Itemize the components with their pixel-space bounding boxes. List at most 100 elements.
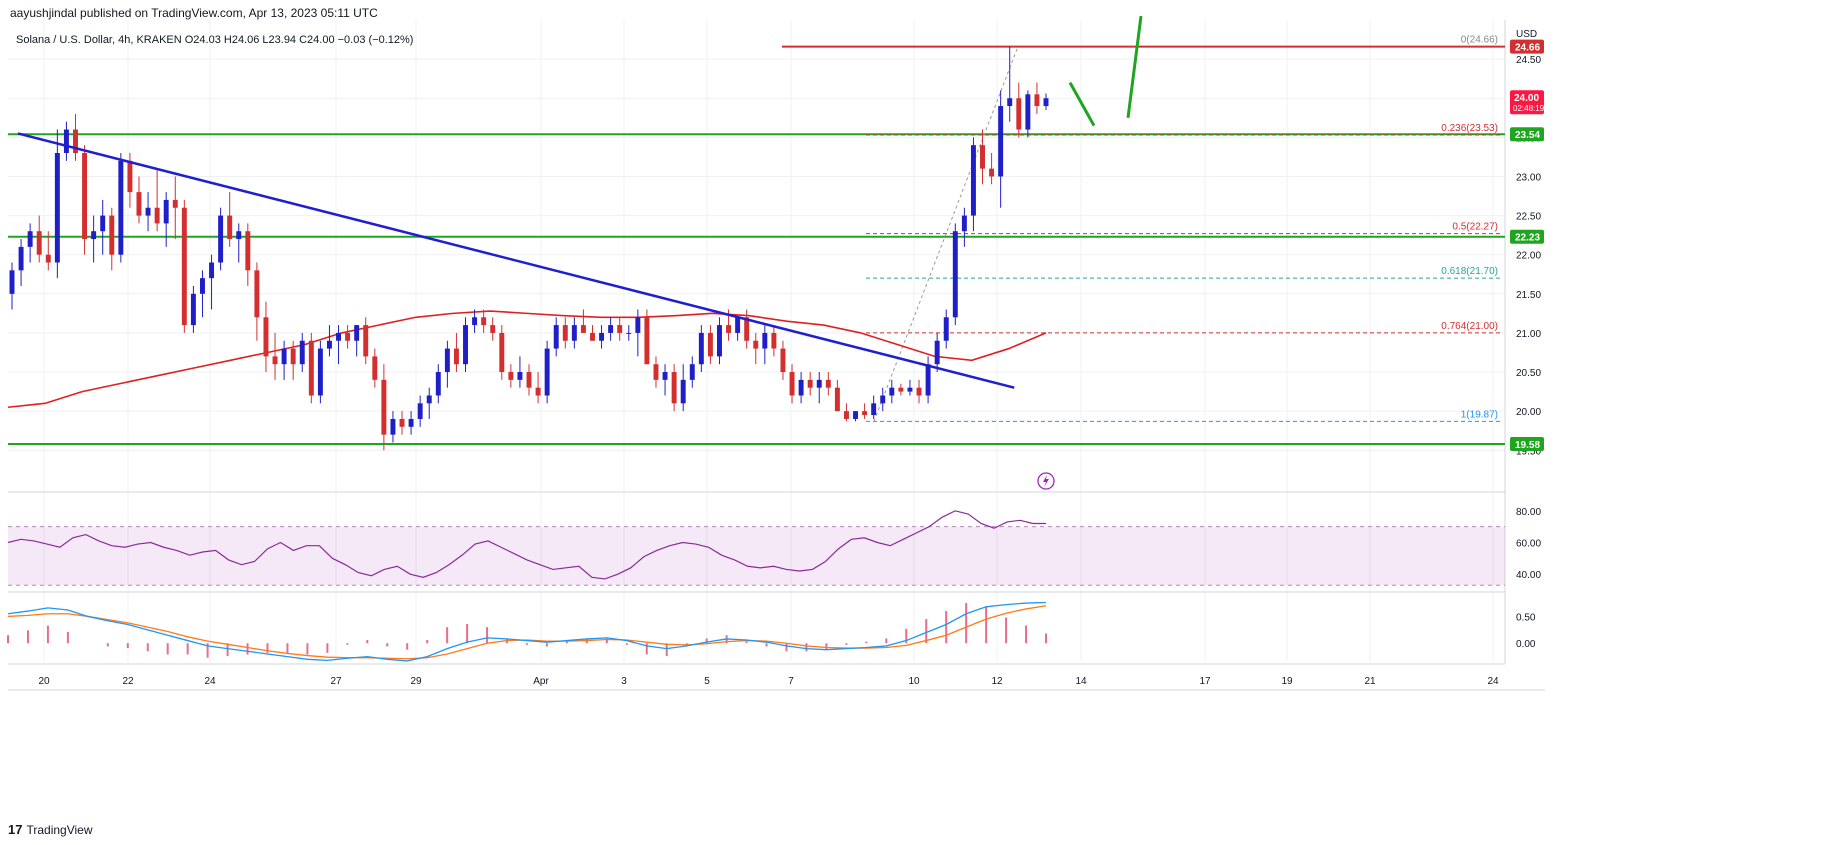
candle-body (326, 340, 332, 349)
candle-body (662, 372, 668, 380)
candle-body (463, 325, 468, 365)
descending-trendline (17, 132, 1015, 389)
time-tick-label: 3 (621, 676, 627, 687)
candle-body (36, 231, 42, 255)
candle-body (453, 348, 459, 365)
time-tick-label: 5 (704, 676, 710, 687)
symbol-legend: Solana / U.S. Dollar, 4h, KRAKEN O24.03 … (16, 34, 414, 46)
candle-body (63, 129, 69, 153)
price-tick-label: 20.00 (1516, 407, 1541, 418)
level-badge-text: 19.58 (1515, 440, 1540, 451)
candle-body (82, 152, 88, 240)
candle-body (608, 325, 614, 333)
candle-body (399, 418, 405, 427)
level-badge (1510, 437, 1544, 452)
candle-body (236, 231, 242, 240)
time-tick-label: 22 (122, 676, 134, 687)
candle-body (717, 325, 722, 357)
candle-body (317, 348, 323, 396)
fib-label: 0(24.66) (1461, 35, 1498, 46)
publisher-header: aayushjindal published on TradingView.co… (10, 6, 378, 20)
candle-body (952, 231, 958, 318)
rsi-pane (7, 472, 1505, 586)
candle-body (444, 348, 450, 373)
candle-body (1016, 98, 1022, 130)
candle-body (190, 293, 196, 326)
forecast-arrows (1068, 15, 1143, 127)
candle-body (272, 356, 278, 365)
candle-body (200, 278, 205, 294)
forecast-down-stroke (1068, 81, 1096, 127)
level-badge-text: 22.23 (1515, 233, 1540, 244)
candle-body (172, 199, 178, 208)
time-tick-label: 24 (204, 676, 216, 687)
fib-label: 0.764(21.00) (1441, 321, 1498, 332)
time-tick-label: Apr (533, 676, 549, 687)
candle-body (118, 160, 124, 255)
price-tick-label: 21.50 (1516, 290, 1541, 301)
candle-body (853, 411, 858, 419)
candle-body (472, 317, 478, 326)
candle-body (580, 325, 586, 333)
fib-label: 0.5(22.27) (1452, 222, 1498, 233)
horizontal-levels (8, 45, 1505, 446)
candle-body (517, 372, 523, 380)
candle-body (771, 332, 777, 349)
candle-body (544, 348, 550, 396)
candle-body (1043, 98, 1049, 107)
candle-body (907, 387, 913, 392)
candle-body (553, 325, 559, 349)
moving-average (7, 310, 1047, 409)
tradingview-logo-icon: 17 (8, 822, 23, 837)
candle-body (789, 372, 795, 396)
candle-body (136, 192, 142, 216)
candle-body (290, 348, 296, 365)
candle-body (408, 418, 414, 427)
candle-body (816, 379, 822, 388)
candle-body (263, 317, 269, 357)
time-tick-label: 27 (330, 676, 342, 687)
lightning-bolt-icon (1043, 475, 1049, 487)
fib-label: 0.236(23.53) (1441, 123, 1498, 134)
candle-body (163, 199, 169, 224)
candle-body (617, 325, 623, 333)
candle-body (780, 348, 786, 373)
macd-tick-label: 0.00 (1516, 639, 1536, 650)
price-tick-label: 21.00 (1516, 329, 1541, 340)
time-tick-label: 12 (991, 676, 1003, 687)
candle-body (54, 152, 60, 263)
price-tick-label: 24.50 (1516, 55, 1541, 66)
candle-body (345, 332, 351, 341)
price-tick-label: 23.00 (1516, 172, 1541, 183)
candle-body (571, 325, 577, 341)
candle-body (209, 262, 215, 279)
candle-body (843, 411, 849, 419)
candle-body (490, 325, 496, 333)
candle-body (943, 317, 949, 341)
candle-body (109, 215, 115, 255)
trend-line (17, 132, 1015, 389)
candle-body (599, 332, 605, 341)
rsi-tick-label: 60.00 (1516, 539, 1541, 550)
candle-body (481, 317, 487, 326)
candle-body (825, 379, 831, 388)
grid (8, 20, 1505, 662)
candle-body (336, 332, 341, 341)
candle-body (726, 325, 732, 333)
candle-body (880, 395, 886, 404)
candle-body (970, 145, 976, 216)
candle-body (671, 372, 677, 404)
candle-body (989, 168, 995, 177)
candle-body (753, 340, 759, 349)
candle-body (154, 207, 160, 224)
candle-body (27, 231, 33, 247)
candle-body (998, 106, 1004, 177)
rsi-tick-label: 40.00 (1516, 570, 1541, 581)
candle-body (308, 340, 314, 396)
candle-body (435, 372, 441, 396)
axis-currency-label: USD (1516, 29, 1537, 40)
candle-body (73, 129, 78, 153)
candle-body (299, 340, 305, 365)
time-tick-label: 19 (1281, 676, 1293, 687)
